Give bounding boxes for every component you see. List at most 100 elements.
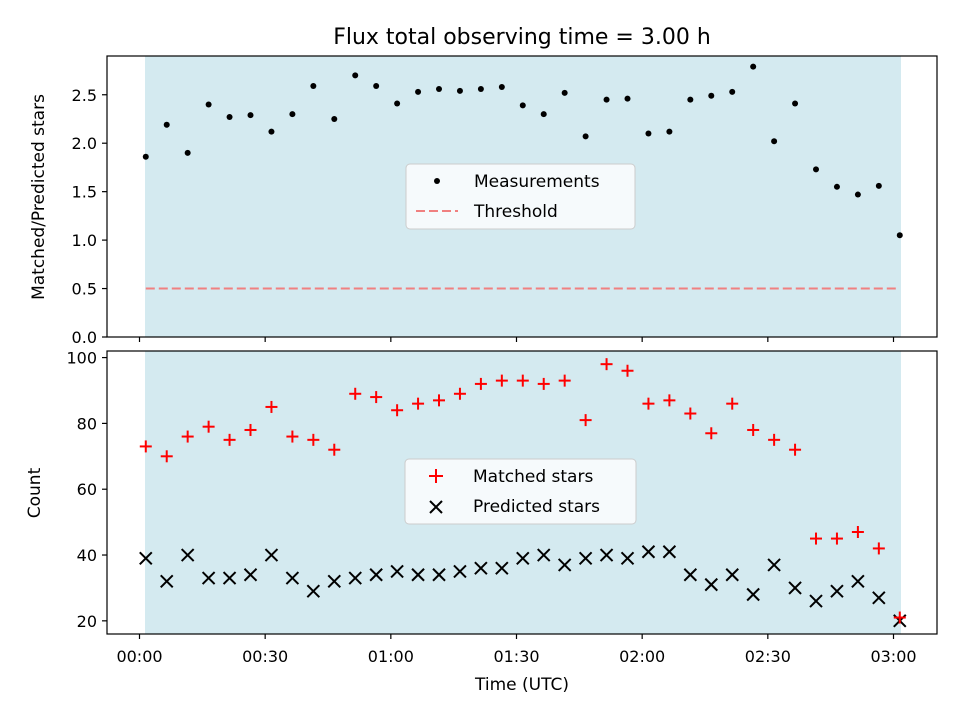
measurement-point [750, 63, 757, 70]
count-xtick-label: 00:00 [116, 647, 162, 666]
predicted-point [306, 584, 321, 598]
measurement-point [226, 114, 233, 121]
predicted-point [557, 558, 572, 572]
count-ytick-label: 20 [77, 612, 97, 631]
ratio-panel-frame [106, 55, 938, 338]
ratio-panel-marks [142, 63, 903, 290]
matched-point [453, 387, 466, 400]
matched-point [139, 440, 152, 453]
predicted-point [160, 574, 174, 589]
matched-point [830, 532, 843, 545]
matched-point [537, 377, 550, 390]
predicted-point [348, 571, 362, 585]
matched-point [600, 358, 613, 371]
predicted-point [432, 568, 446, 582]
matched-point [516, 374, 529, 387]
matched-point [244, 423, 257, 436]
predicted-point [578, 551, 593, 566]
measurement-point [519, 102, 526, 109]
measurement-point [540, 111, 547, 118]
chart-title: Flux total observing time = 3.00 h [333, 25, 711, 50]
ratio-ytick-label: 0.0 [72, 328, 97, 347]
measurement-point [184, 149, 191, 156]
predicted-point [767, 558, 781, 572]
measurement-point [331, 115, 338, 122]
predicted-point [411, 568, 425, 582]
legend-predicted-label: Predicted stars [473, 497, 600, 517]
matched-point [768, 433, 781, 446]
count-xtick-label: 02:30 [745, 647, 791, 666]
matched-point [181, 430, 194, 443]
count-xtick-label: 02:00 [619, 647, 665, 666]
ratio-panel-ylabel: Matched/Predicted stars [29, 94, 49, 300]
matched-point [558, 374, 571, 387]
measurement-point [854, 191, 861, 198]
predicted-point [599, 548, 614, 562]
legend-threshold-label: Threshold [473, 202, 558, 222]
predicted-point [139, 551, 153, 566]
matched-point [663, 394, 676, 407]
predicted-point [537, 548, 551, 562]
measurement-point [687, 96, 694, 103]
matched-point [391, 404, 404, 417]
measurement-point [310, 83, 317, 90]
measurement-point [561, 89, 568, 96]
predicted-point [264, 548, 279, 562]
ratio-panel: 0.0 0.5 1.0 1.5 2.0 2.5 Matched/Predicted sta… [29, 55, 938, 347]
count-ytick-label: 40 [77, 546, 97, 565]
predicted-point [872, 591, 886, 605]
measurement-point [666, 128, 673, 135]
count-panel-ylabel: Count [25, 467, 45, 518]
matched-point [747, 423, 760, 436]
x-axis-label: Time (UTC) [474, 675, 569, 695]
count-panel-frame [106, 350, 938, 635]
count-xtick-label: 00:30 [242, 647, 288, 666]
matched-point [160, 450, 173, 463]
matched-point [789, 443, 802, 456]
matched-point [370, 391, 383, 404]
predicted-point [683, 568, 698, 582]
matched-point [495, 374, 508, 387]
predicted-point [180, 548, 195, 562]
ratio-ytick-label: 1.5 [72, 183, 97, 202]
predicted-point [222, 571, 237, 585]
predicted-point [474, 561, 488, 575]
measurement-point [729, 88, 736, 95]
matched-point [726, 397, 739, 410]
matched-point [684, 407, 697, 420]
measurement-legend-marker [434, 178, 440, 184]
predicted-legend-marker [429, 500, 443, 514]
count-xtick-label: 01:30 [493, 647, 539, 666]
count-panel-marks [139, 358, 907, 628]
predicted-point [390, 564, 404, 579]
legend-measurements-label: Measurements [474, 172, 600, 192]
predicted-point [788, 581, 802, 595]
ratio-legend: Measurements Threshold [405, 163, 636, 230]
measurement-point [792, 100, 799, 107]
count-ytick-label: 100 [66, 349, 97, 368]
count-xtick-label: 03:00 [870, 647, 916, 666]
measurement-point [771, 138, 778, 145]
predicted-point [327, 574, 341, 589]
count-panel-axes: 20 40 60 80 100 00:00 00:30 01:00 01:30 02:00 02:3… [66, 349, 916, 666]
predicted-point [285, 571, 300, 585]
matched-point [412, 397, 425, 410]
measurement-point [498, 84, 505, 91]
matched-point [810, 532, 823, 545]
predicted-point [641, 545, 656, 559]
count-xtick-label: 01:00 [368, 647, 414, 666]
matched-legend-marker [429, 469, 443, 483]
measurement-point [708, 92, 715, 99]
predicted-point [516, 551, 530, 566]
matched-point [286, 430, 299, 443]
matched-point [265, 400, 278, 413]
measurement-point [394, 100, 401, 107]
measurement-point [833, 183, 840, 190]
ratio-ytick-label: 0.5 [72, 280, 97, 299]
measurement-point [645, 130, 652, 137]
measurement-point [373, 83, 380, 90]
matched-point [349, 387, 362, 400]
measurement-point [142, 153, 149, 160]
measurement-point [289, 111, 296, 118]
